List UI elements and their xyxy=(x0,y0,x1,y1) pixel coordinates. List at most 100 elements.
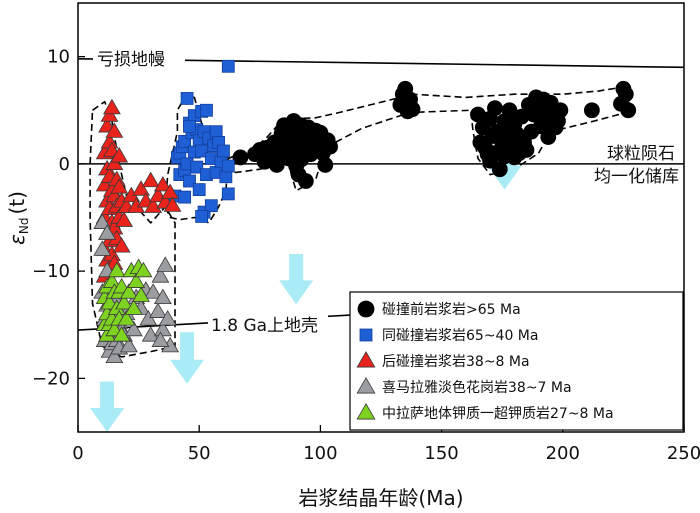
x-tick-label-2: 50 xyxy=(188,443,211,464)
point-s2-40 xyxy=(178,190,192,204)
point-s2-35 xyxy=(221,159,235,173)
point-s3-46 xyxy=(161,183,180,199)
point-s4-33 xyxy=(151,267,170,283)
point-s4-25 xyxy=(124,320,143,337)
chur-label-1: 球粒陨石 xyxy=(607,144,675,164)
point-s4-31 xyxy=(144,283,163,299)
point-s1-61 xyxy=(501,102,518,119)
x-tick-label-6: 250 xyxy=(667,443,700,464)
series-2 xyxy=(168,59,235,223)
point-s4-24 xyxy=(119,336,138,353)
point-s4-32 xyxy=(149,302,167,318)
data-points xyxy=(93,59,637,364)
point-s2-27 xyxy=(204,199,218,213)
y-tick-label-4: −20 xyxy=(32,368,70,389)
depleted-mantle-label-bg xyxy=(93,46,185,70)
series-1 xyxy=(232,80,637,189)
point-s1-36 xyxy=(322,138,338,155)
y-axis-title-main: ε xyxy=(5,234,29,245)
y-tick-label-1: 10 xyxy=(47,47,70,68)
legend-label-2: 同碰撞岩浆岩65~40 Ma xyxy=(382,328,538,344)
point-s2-8 xyxy=(180,92,194,105)
y-tick-label-2: 0 xyxy=(59,154,70,175)
arrow-1 xyxy=(90,381,125,432)
y-tick-label-3: −10 xyxy=(32,261,70,282)
y-axis-title-sub: Nd xyxy=(17,218,31,235)
point-s4-37 xyxy=(158,310,177,326)
point-s2-34 xyxy=(219,170,233,184)
legend-marker-1 xyxy=(357,300,375,318)
point-s4-39 xyxy=(151,331,170,347)
point-s1-69 xyxy=(518,142,535,158)
point-s5-23 xyxy=(127,272,146,288)
legend-label-1: 碰撞前岩浆岩>65 Ma xyxy=(382,301,521,318)
point-s2-39 xyxy=(183,119,196,133)
point-s5-26 xyxy=(134,261,153,278)
point-s1-84 xyxy=(583,102,600,119)
point-s2-23 xyxy=(200,103,213,117)
plot-frame xyxy=(77,2,685,433)
x-axis-title: 岩浆结晶年龄(Ma) xyxy=(298,486,463,510)
point-s1-87 xyxy=(617,86,634,103)
point-s4-36 xyxy=(156,256,175,272)
point-s3-31 xyxy=(110,178,129,194)
point-s5-17 xyxy=(112,326,131,342)
point-s5-19 xyxy=(117,310,136,326)
point-s4-16 xyxy=(105,347,124,364)
x-tick-label-4: 150 xyxy=(424,443,458,464)
point-s1-34 xyxy=(317,157,334,173)
point-s3-17 xyxy=(102,98,121,115)
point-s2-15 xyxy=(190,160,204,174)
point-s5-25 xyxy=(132,286,150,302)
point-s1-83 xyxy=(552,102,569,119)
point-s1-42 xyxy=(404,101,421,118)
point-s1-1 xyxy=(232,149,249,166)
legend-marker-4 xyxy=(356,377,376,394)
point-s3-22 xyxy=(105,122,124,138)
x-tick-label-5: 200 xyxy=(546,443,580,464)
crust-label: 1.8 Ga上地壳 xyxy=(211,316,318,336)
envelope-3 xyxy=(227,85,632,192)
y-axis-title-tail: (t) xyxy=(5,191,29,214)
envelope-1 xyxy=(89,100,176,358)
chur-label-2: 均一化储库 xyxy=(594,167,679,187)
point-s4-30 xyxy=(141,326,160,342)
arrow-3 xyxy=(279,253,314,305)
point-s3-42 xyxy=(144,197,163,213)
legend: 碰撞前岩浆岩>65 Ma 同碰撞岩浆岩65~40 Ma 后碰撞岩浆岩38~8 Ma 喜… xyxy=(349,291,684,431)
legend-label-5: 中拉萨地体钾质一超钾质岩27~8 Ma xyxy=(382,406,614,422)
point-s3-35 xyxy=(115,211,133,227)
y-axis-title: εNd (t) xyxy=(5,191,31,245)
point-s5-18 xyxy=(115,293,133,310)
point-s2-38 xyxy=(195,210,209,223)
point-s5-20 xyxy=(119,283,138,299)
point-s1-51 xyxy=(487,100,503,117)
point-s3-41 xyxy=(141,171,160,188)
x-tick-label-1: 0 xyxy=(72,443,83,464)
point-s2-33 xyxy=(217,144,230,158)
point-s1-25 xyxy=(297,173,314,189)
point-s4-34 xyxy=(153,288,172,305)
depleted-mantle-label: 亏损地幔 xyxy=(97,50,165,70)
legend-marker-3 xyxy=(356,351,376,368)
crust-label-bg xyxy=(208,313,328,336)
legend-marker-5 xyxy=(356,403,376,420)
point-s2-37 xyxy=(221,59,235,73)
point-s2-36 xyxy=(221,187,235,201)
point-s4-2 xyxy=(93,240,112,256)
point-s3-47 xyxy=(163,196,182,212)
point-s2-11 xyxy=(183,174,196,188)
point-s3-34 xyxy=(112,237,131,253)
legend-label-4: 喜马拉雅淡色花岗岩38~7 Ma xyxy=(382,379,572,396)
point-s4-1 xyxy=(93,213,112,229)
point-s3-44 xyxy=(153,175,172,192)
legend-box xyxy=(349,291,684,431)
point-s4-6 xyxy=(98,224,117,240)
x-tick-label-3: 100 xyxy=(303,443,337,464)
arrow-2 xyxy=(170,332,205,384)
legend-marker-2 xyxy=(359,328,373,342)
point-s5-13 xyxy=(107,261,126,278)
